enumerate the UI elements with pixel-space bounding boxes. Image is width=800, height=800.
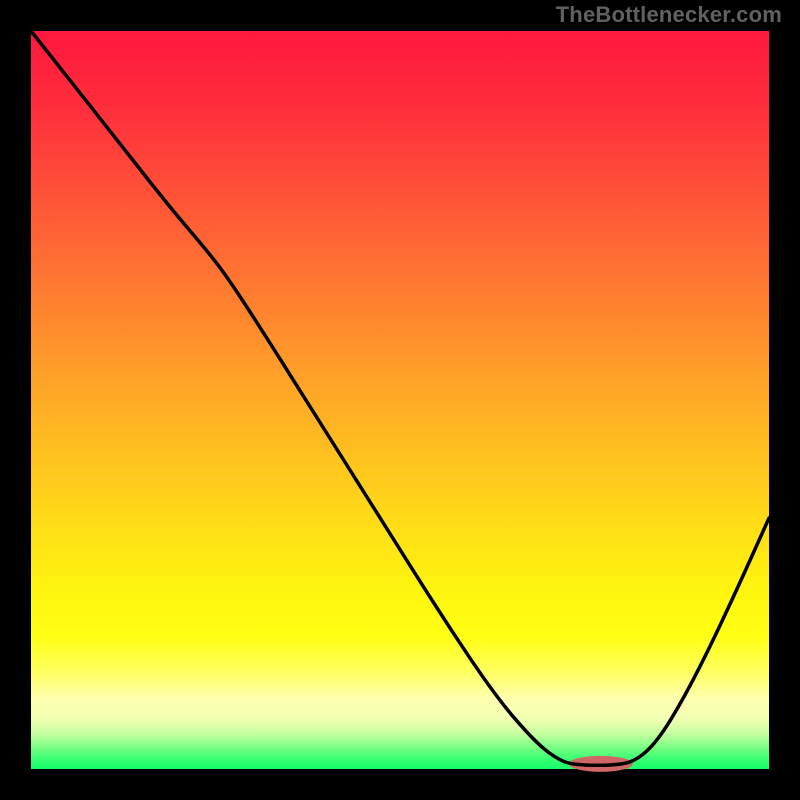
bottleneck-chart <box>0 0 800 800</box>
plot-background <box>31 31 769 769</box>
watermark-text: TheBottlenecker.com <box>556 2 782 28</box>
chart-container: { "watermark": { "text": "TheBottlenecke… <box>0 0 800 800</box>
